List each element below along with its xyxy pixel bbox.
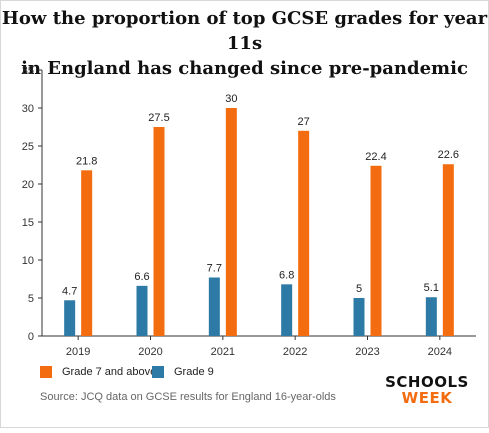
data-label-grade-7-and-above: 30	[225, 93, 237, 105]
data-label-grade-9: 5.1	[424, 282, 439, 294]
chart-title-line-1: How the proportion of top GCSE grades fo…	[1, 8, 488, 54]
y-tick-label: 25	[22, 141, 34, 153]
legend-label-grade-7: Grade 7 and above	[62, 366, 157, 378]
legend-label-grade-9: Grade 9	[174, 366, 214, 378]
y-tick-label: 0	[28, 331, 34, 343]
data-label-grade-9: 5	[356, 283, 362, 295]
data-label-grade-7-and-above: 27.5	[148, 112, 169, 124]
bar-grade-9	[136, 285, 148, 336]
data-label-grade-7-and-above: 21.8	[76, 155, 97, 167]
x-tick-label: 2019	[66, 346, 90, 358]
x-tick-label: 2021	[211, 346, 235, 358]
y-tick-label: 30	[22, 103, 34, 115]
x-tick-label: 2024	[428, 346, 452, 358]
chart-title: How the proportion of top GCSE grades fo…	[0, 6, 489, 81]
x-tick-label: 2022	[283, 346, 307, 358]
y-tick-label: 35	[22, 65, 34, 77]
schools-week-logo: SCHOOLS WEEK	[382, 374, 472, 406]
y-tick-label: 10	[22, 255, 34, 267]
bar-grade-9	[208, 277, 220, 336]
bar-grade-7-and-above	[153, 127, 165, 336]
legend-item-grade-7: Grade 7 and above	[40, 363, 156, 381]
data-label-grade-9: 7.7	[207, 262, 222, 274]
data-label-grade-7-and-above: 22.4	[365, 151, 386, 163]
bar-grade-7-and-above	[81, 170, 93, 336]
x-tick-label: 2020	[138, 346, 162, 358]
bar-grade-7-and-above	[442, 164, 454, 336]
source-note: Source: JCQ data on GCSE results for Eng…	[40, 391, 336, 403]
bar-grade-9	[281, 284, 293, 336]
data-label-grade-9: 6.6	[134, 271, 149, 283]
bar-grade-7-and-above	[225, 108, 237, 336]
y-tick-label: 15	[22, 217, 34, 229]
data-label-grade-7-and-above: 27	[298, 116, 310, 128]
chart-title-line-2: in England has changed since pre-pandemi…	[21, 58, 468, 79]
bar-grade-9	[353, 298, 365, 336]
bar-grade-7-and-above	[370, 165, 382, 336]
data-label-grade-9: 4.7	[62, 285, 77, 297]
y-tick-label: 5	[28, 293, 34, 305]
data-label-grade-7-and-above: 22.6	[438, 149, 459, 161]
data-label-grade-9: 6.8	[279, 269, 294, 281]
legend-swatch-grade-9	[152, 366, 164, 378]
bar-grade-9	[425, 297, 437, 336]
logo-text-week: WEEK	[401, 389, 453, 407]
legend-item-grade-9: Grade 9	[152, 363, 214, 381]
bar-grade-7-and-above	[298, 130, 310, 336]
logo-text-schools: SCHOOLS	[385, 373, 469, 391]
legend: Grade 7 and above Grade 9	[40, 363, 320, 383]
y-tick-label: 20	[22, 179, 34, 191]
x-tick-label: 2023	[355, 346, 379, 358]
legend-swatch-grade-7	[40, 366, 52, 378]
bar-grade-9	[64, 300, 76, 336]
